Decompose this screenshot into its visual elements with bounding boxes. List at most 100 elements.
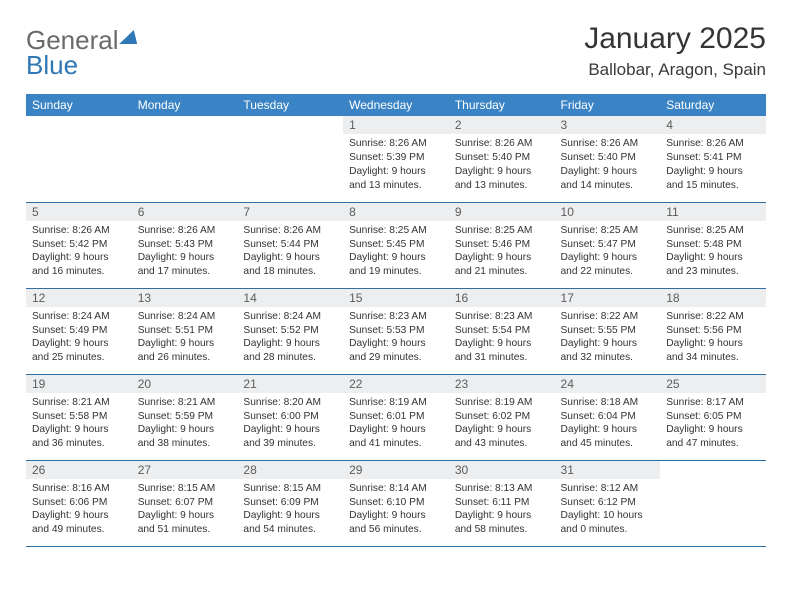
calendar-cell xyxy=(660,460,766,546)
calendar-cell: 19Sunrise: 8:21 AMSunset: 5:58 PMDayligh… xyxy=(26,374,132,460)
calendar-cell: 10Sunrise: 8:25 AMSunset: 5:47 PMDayligh… xyxy=(555,202,661,288)
day-details: Sunrise: 8:12 AMSunset: 6:12 PMDaylight:… xyxy=(555,479,661,541)
day-header: Tuesday xyxy=(237,94,343,116)
day-line: Daylight: 9 hours xyxy=(455,423,549,437)
day-details: Sunrise: 8:25 AMSunset: 5:45 PMDaylight:… xyxy=(343,221,449,283)
day-number: 2 xyxy=(449,116,555,134)
day-line: Sunset: 5:54 PM xyxy=(455,324,549,338)
day-header: Sunday xyxy=(26,94,132,116)
day-line: and 13 minutes. xyxy=(455,179,549,193)
day-line: Daylight: 9 hours xyxy=(455,337,549,351)
day-line: Sunset: 5:41 PM xyxy=(666,151,760,165)
day-number: 4 xyxy=(660,116,766,134)
day-line: and 16 minutes. xyxy=(32,265,126,279)
day-line: Sunset: 5:46 PM xyxy=(455,238,549,252)
calendar-cell: 21Sunrise: 8:20 AMSunset: 6:00 PMDayligh… xyxy=(237,374,343,460)
day-line: Sunrise: 8:12 AM xyxy=(561,482,655,496)
calendar-cell: 24Sunrise: 8:18 AMSunset: 6:04 PMDayligh… xyxy=(555,374,661,460)
day-line: Sunrise: 8:14 AM xyxy=(349,482,443,496)
day-line: Daylight: 9 hours xyxy=(666,165,760,179)
calendar-cell xyxy=(237,116,343,202)
day-header: Friday xyxy=(555,94,661,116)
day-line: Daylight: 9 hours xyxy=(138,337,232,351)
day-details: Sunrise: 8:15 AMSunset: 6:07 PMDaylight:… xyxy=(132,479,238,541)
day-line: Sunrise: 8:26 AM xyxy=(349,137,443,151)
day-line: Sunset: 5:45 PM xyxy=(349,238,443,252)
day-line: Daylight: 9 hours xyxy=(349,337,443,351)
day-line: Sunset: 5:42 PM xyxy=(32,238,126,252)
day-details: Sunrise: 8:24 AMSunset: 5:51 PMDaylight:… xyxy=(132,307,238,369)
day-line: and 49 minutes. xyxy=(32,523,126,537)
day-line: Daylight: 9 hours xyxy=(349,423,443,437)
day-line: and 0 minutes. xyxy=(561,523,655,537)
day-number: 25 xyxy=(660,375,766,393)
day-line: and 22 minutes. xyxy=(561,265,655,279)
calendar-cell: 12Sunrise: 8:24 AMSunset: 5:49 PMDayligh… xyxy=(26,288,132,374)
day-line: Sunrise: 8:24 AM xyxy=(138,310,232,324)
calendar-cell xyxy=(132,116,238,202)
day-line: and 17 minutes. xyxy=(138,265,232,279)
day-line: Daylight: 9 hours xyxy=(349,165,443,179)
calendar-cell: 4 Sunrise: 8:26 AMSunset: 5:41 PMDaylight… xyxy=(660,116,766,202)
day-number: 23 xyxy=(449,375,555,393)
day-line: Sunrise: 8:21 AM xyxy=(32,396,126,410)
calendar-cell: 15Sunrise: 8:23 AMSunset: 5:53 PMDayligh… xyxy=(343,288,449,374)
day-line: Sunrise: 8:26 AM xyxy=(666,137,760,151)
day-line: Sunset: 5:44 PM xyxy=(243,238,337,252)
day-number: 26 xyxy=(26,461,132,479)
day-line: Sunrise: 8:24 AM xyxy=(32,310,126,324)
day-line: and 38 minutes. xyxy=(138,437,232,451)
logo-triangle-icon xyxy=(119,30,143,44)
day-header: Wednesday xyxy=(343,94,449,116)
day-details: Sunrise: 8:26 AMSunset: 5:40 PMDaylight:… xyxy=(449,134,555,196)
calendar-row: 12Sunrise: 8:24 AMSunset: 5:49 PMDayligh… xyxy=(26,288,766,374)
day-line: Sunset: 6:09 PM xyxy=(243,496,337,510)
day-number: 3 xyxy=(555,116,661,134)
day-details: Sunrise: 8:25 AMSunset: 5:48 PMDaylight:… xyxy=(660,221,766,283)
day-line: Sunset: 5:53 PM xyxy=(349,324,443,338)
calendar-cell: 7Sunrise: 8:26 AMSunset: 5:44 PMDaylight… xyxy=(237,202,343,288)
day-number: 10 xyxy=(555,203,661,221)
day-line: Sunrise: 8:21 AM xyxy=(138,396,232,410)
day-line: and 19 minutes. xyxy=(349,265,443,279)
day-line: Daylight: 9 hours xyxy=(561,337,655,351)
day-line: Daylight: 9 hours xyxy=(32,251,126,265)
day-number: 5 xyxy=(26,203,132,221)
day-line: and 29 minutes. xyxy=(349,351,443,365)
day-details: Sunrise: 8:15 AMSunset: 6:09 PMDaylight:… xyxy=(237,479,343,541)
day-line: Sunrise: 8:26 AM xyxy=(32,224,126,238)
day-line: and 39 minutes. xyxy=(243,437,337,451)
day-line: Sunrise: 8:24 AM xyxy=(243,310,337,324)
day-details: Sunrise: 8:23 AMSunset: 5:54 PMDaylight:… xyxy=(449,307,555,369)
calendar-cell: 6Sunrise: 8:26 AMSunset: 5:43 PMDaylight… xyxy=(132,202,238,288)
calendar-cell: 28Sunrise: 8:15 AMSunset: 6:09 PMDayligh… xyxy=(237,460,343,546)
calendar-cell xyxy=(26,116,132,202)
day-details: Sunrise: 8:22 AMSunset: 5:56 PMDaylight:… xyxy=(660,307,766,369)
day-line: and 45 minutes. xyxy=(561,437,655,451)
day-number: 19 xyxy=(26,375,132,393)
day-line: Daylight: 9 hours xyxy=(561,423,655,437)
day-line: and 28 minutes. xyxy=(243,351,337,365)
day-details: Sunrise: 8:26 AMSunset: 5:42 PMDaylight:… xyxy=(26,221,132,283)
calendar-cell: 27Sunrise: 8:15 AMSunset: 6:07 PMDayligh… xyxy=(132,460,238,546)
day-number: 14 xyxy=(237,289,343,307)
day-details: Sunrise: 8:26 AMSunset: 5:39 PMDaylight:… xyxy=(343,134,449,196)
day-line: Sunrise: 8:15 AM xyxy=(243,482,337,496)
day-line: Sunrise: 8:25 AM xyxy=(349,224,443,238)
day-line: Sunrise: 8:17 AM xyxy=(666,396,760,410)
day-line: Daylight: 9 hours xyxy=(32,509,126,523)
day-line: Sunset: 6:11 PM xyxy=(455,496,549,510)
day-line: Sunset: 5:39 PM xyxy=(349,151,443,165)
day-line: and 54 minutes. xyxy=(243,523,337,537)
page: GeneralBlue January 2025 Ballobar, Arago… xyxy=(0,0,792,569)
day-number: 8 xyxy=(343,203,449,221)
day-line: and 14 minutes. xyxy=(561,179,655,193)
day-details: Sunrise: 8:24 AMSunset: 5:49 PMDaylight:… xyxy=(26,307,132,369)
calendar-cell: 1Sunrise: 8:26 AMSunset: 5:39 PMDaylight… xyxy=(343,116,449,202)
day-details: Sunrise: 8:21 AMSunset: 5:58 PMDaylight:… xyxy=(26,393,132,455)
day-line: Daylight: 9 hours xyxy=(138,509,232,523)
day-line: Sunrise: 8:13 AM xyxy=(455,482,549,496)
calendar-row: 1Sunrise: 8:26 AMSunset: 5:39 PMDaylight… xyxy=(26,116,766,202)
day-number: 12 xyxy=(26,289,132,307)
calendar-cell: 11Sunrise: 8:25 AMSunset: 5:48 PMDayligh… xyxy=(660,202,766,288)
